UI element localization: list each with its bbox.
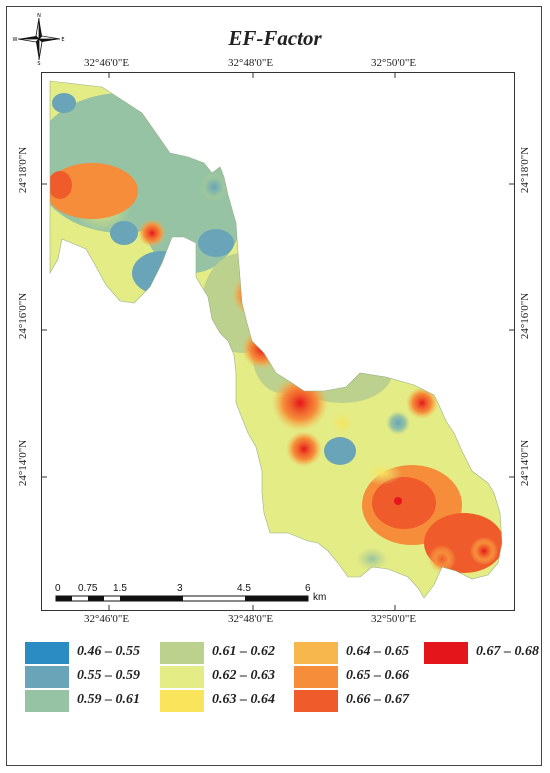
lat-label-right-2: 24°16'0"N — [519, 292, 531, 340]
lon-label-top-1: 32°46'0"E — [84, 57, 130, 69]
map-frame: 0 0.75 1.5 3 4.5 6 km — [41, 72, 515, 611]
legend-swatch — [294, 642, 338, 664]
north-arrow: N S E W — [12, 12, 66, 67]
scale-bar-graphic — [55, 595, 309, 602]
scale-unit: km — [313, 592, 327, 603]
scale-label-1-5: 1.5 — [113, 583, 127, 594]
east-letter: E — [61, 37, 64, 43]
lat-label-left-3: 24°14'0"N — [17, 439, 29, 487]
legend-label: 0.65 – 0.66 — [346, 668, 409, 683]
scale-bar: 0 0.75 1.5 3 4.5 6 km — [55, 583, 327, 605]
scale-label-4-5: 4.5 — [237, 583, 251, 594]
legend-label: 0.67 – 0.68 — [476, 644, 539, 659]
scale-label-3: 3 — [177, 583, 183, 594]
legend-label: 0.55 – 0.59 — [77, 668, 140, 683]
lat-label-left-1: 24°18'0"N — [17, 146, 29, 194]
lon-label-top-2: 32°48'0"E — [228, 57, 274, 69]
legend-swatch — [25, 666, 69, 688]
legend-swatch — [294, 666, 338, 688]
lat-label-right-3: 24°14'0"N — [519, 439, 531, 487]
legend-swatch — [25, 690, 69, 712]
legend-label: 0.63 – 0.64 — [212, 692, 275, 707]
lat-label-right-1: 24°18'0"N — [519, 146, 531, 194]
north-letter: N — [37, 13, 41, 19]
legend-swatch — [25, 642, 69, 664]
legend-swatch — [160, 666, 204, 688]
west-letter: W — [13, 37, 18, 43]
scale-label-0: 0 — [55, 583, 61, 594]
legend-swatch — [160, 642, 204, 664]
interpolated-surface — [50, 81, 502, 598]
legend-label: 0.64 – 0.65 — [346, 644, 409, 659]
scale-label-0-75: 0.75 — [78, 583, 98, 594]
scale-label-6: 6 — [305, 583, 311, 594]
legend-label: 0.59 – 0.61 — [77, 692, 140, 707]
legend-label: 0.62 – 0.63 — [212, 668, 275, 683]
south-letter: S — [37, 61, 40, 66]
legend-label: 0.61 – 0.62 — [212, 644, 275, 659]
lon-label-top-3: 32°50'0"E — [371, 57, 417, 69]
legend-swatch — [160, 690, 204, 712]
lon-label-bottom-1: 32°46'0"E — [84, 613, 130, 625]
map-title: EF-Factor — [228, 26, 322, 50]
page-frame — [6, 6, 542, 766]
lat-label-left-2: 24°16'0"N — [17, 292, 29, 340]
legend-label: 0.66 – 0.67 — [346, 692, 409, 707]
compass-rose-icon: N S E W — [13, 13, 65, 67]
legend-swatch — [424, 642, 468, 664]
legend-label: 0.46 – 0.55 — [77, 644, 140, 659]
legend-swatch — [294, 690, 338, 712]
lon-label-bottom-2: 32°48'0"E — [228, 613, 274, 625]
ef-factor-map — [42, 73, 514, 610]
lon-label-bottom-3: 32°50'0"E — [371, 613, 417, 625]
